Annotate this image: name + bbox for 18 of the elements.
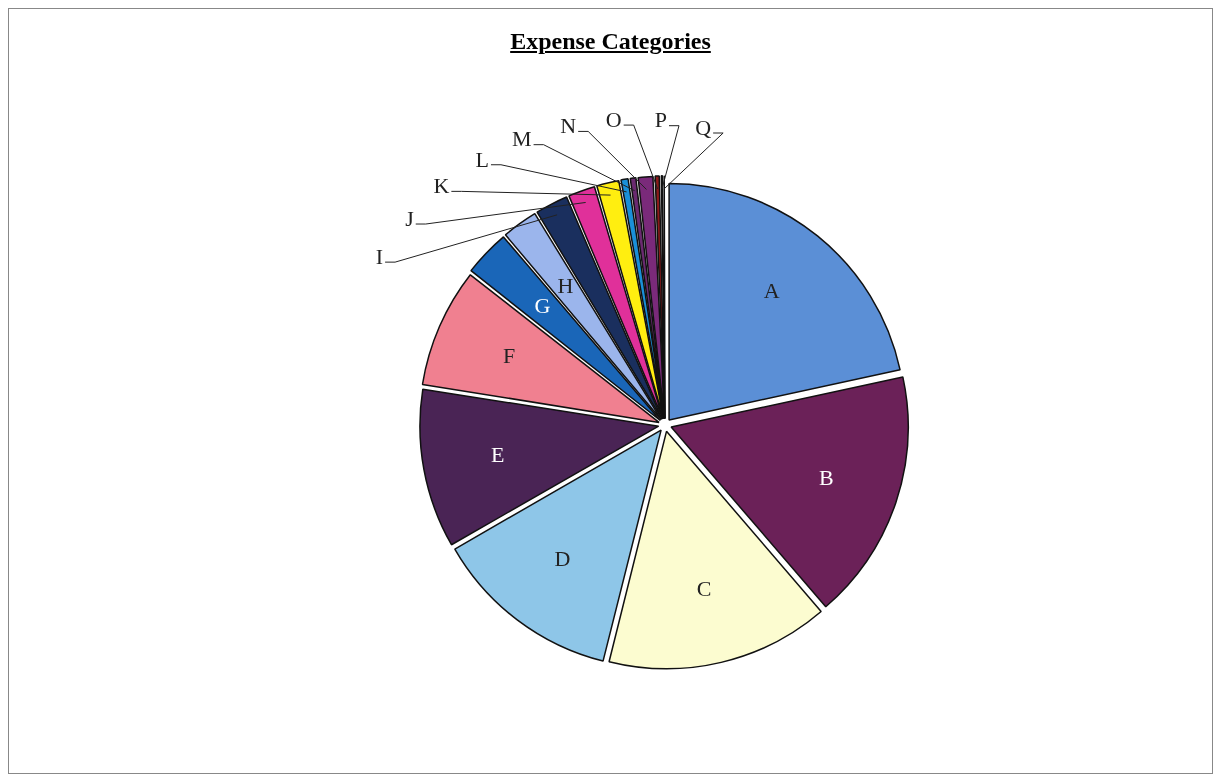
slice-label: L bbox=[475, 146, 489, 172]
slice-label: M bbox=[512, 126, 532, 152]
slice-label: P bbox=[654, 107, 667, 133]
slice-label: J bbox=[405, 205, 415, 231]
slice-label: I bbox=[375, 243, 384, 269]
slice-label: F bbox=[502, 342, 516, 368]
slice-label: G bbox=[534, 292, 551, 318]
slice-label: D bbox=[554, 546, 571, 572]
slice-label: N bbox=[560, 113, 577, 139]
slice-label: O bbox=[605, 106, 622, 132]
slice-label: H bbox=[557, 272, 574, 298]
slice-label: E bbox=[490, 441, 505, 467]
slice-label: A bbox=[763, 278, 780, 304]
slice-label: K bbox=[433, 173, 450, 199]
slice-label: B bbox=[818, 464, 834, 490]
chart-title: Expense Categories bbox=[509, 28, 712, 55]
slice-label: Q bbox=[695, 114, 712, 140]
slice-label: C bbox=[696, 576, 712, 602]
